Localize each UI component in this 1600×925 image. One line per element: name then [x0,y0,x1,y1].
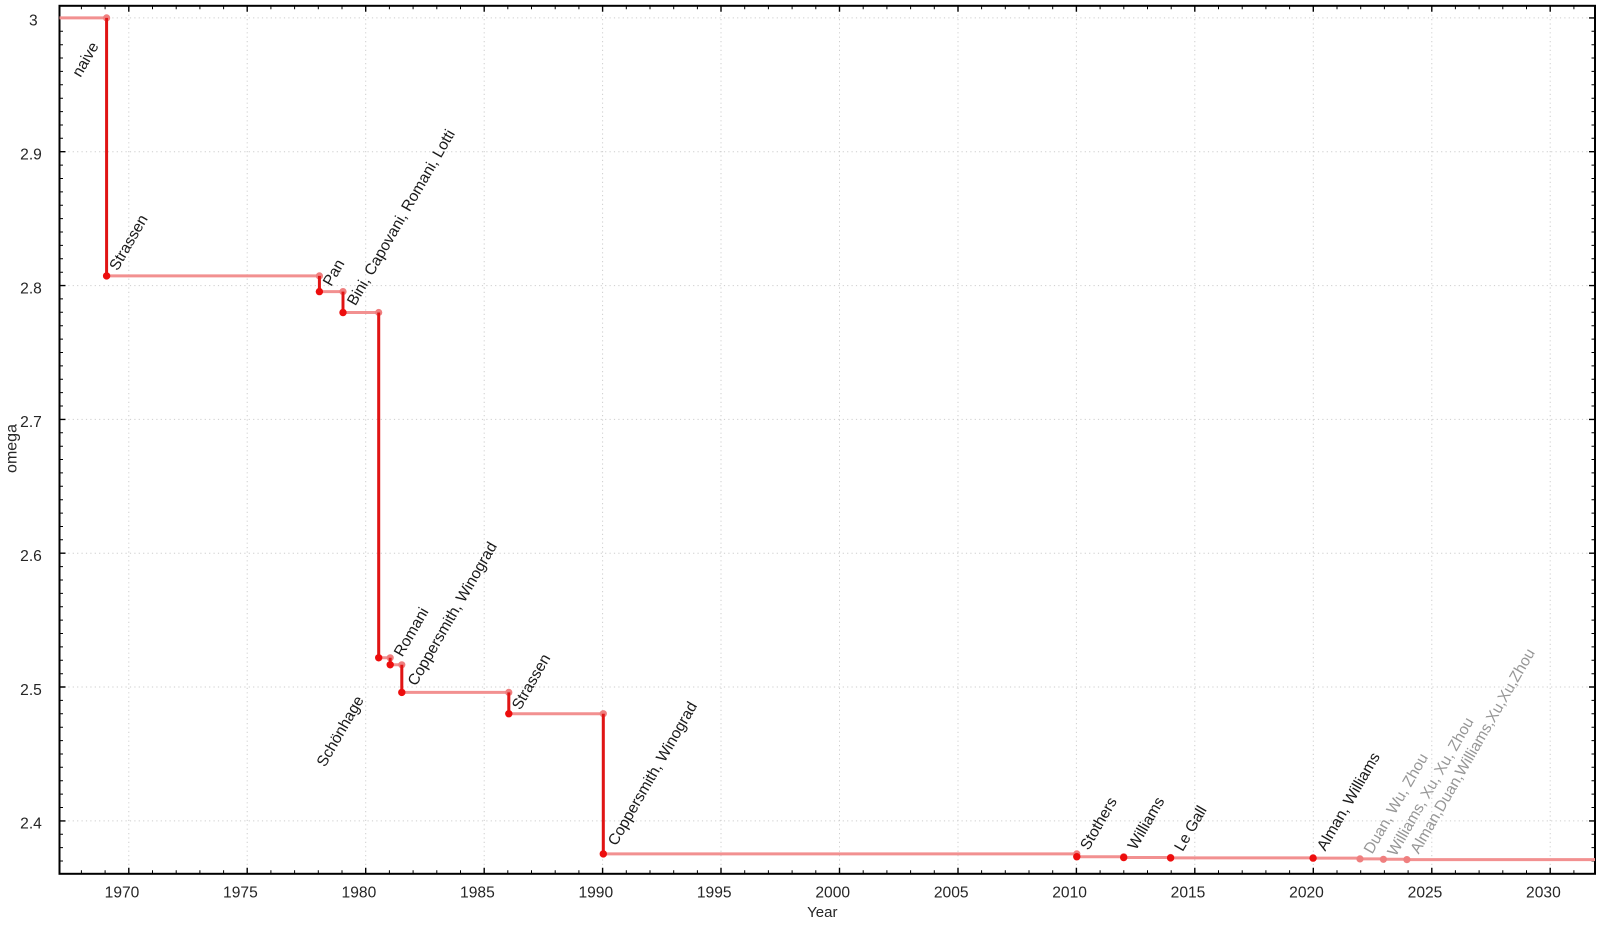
svg-text:2030: 2030 [1526,884,1561,901]
svg-text:1980: 1980 [342,884,377,901]
svg-text:3: 3 [29,13,38,30]
svg-text:1990: 1990 [578,884,613,901]
svg-text:2.5: 2.5 [20,682,42,699]
svg-text:2025: 2025 [1408,884,1443,901]
svg-text:2.8: 2.8 [20,280,42,297]
svg-text:2.9: 2.9 [20,147,42,164]
svg-text:2015: 2015 [1171,884,1206,901]
svg-text:1985: 1985 [460,884,495,901]
svg-text:2000: 2000 [815,884,850,901]
svg-text:2.4: 2.4 [20,816,42,833]
svg-text:2.6: 2.6 [20,548,42,565]
svg-text:2.7: 2.7 [20,414,42,431]
svg-text:1995: 1995 [697,884,732,901]
svg-text:2010: 2010 [1052,884,1087,901]
svg-text:Year: Year [807,904,837,920]
svg-text:2020: 2020 [1289,884,1324,901]
svg-text:omega: omega [4,424,21,473]
svg-text:1970: 1970 [105,884,140,901]
svg-text:2005: 2005 [934,884,969,901]
svg-text:1975: 1975 [223,884,258,901]
